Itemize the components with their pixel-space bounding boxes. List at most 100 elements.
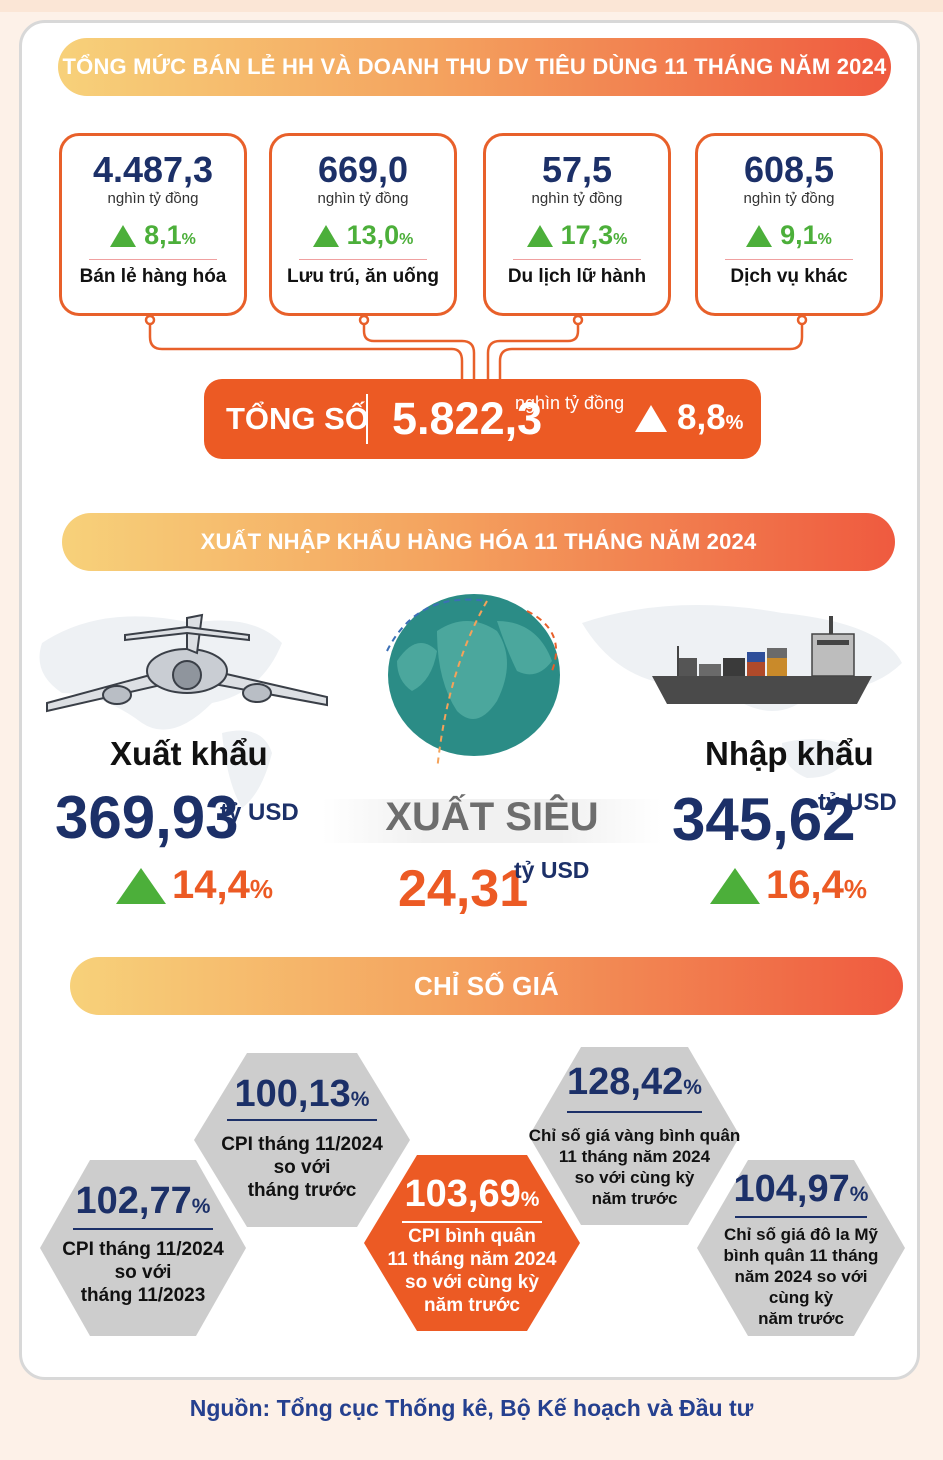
- hex-description: Chỉ số giá đô la Mỹ bình quân 11 tháng n…: [723, 1225, 879, 1328]
- up-arrow-icon: [746, 224, 773, 247]
- hexagon-shape: [697, 1160, 905, 1336]
- change-value: 9,1: [780, 220, 818, 250]
- change-value: 17,3: [560, 220, 614, 250]
- percent-sign: %: [725, 412, 744, 434]
- card-label: Lưu trú, ăn uống: [286, 266, 439, 287]
- surplus-band: [322, 799, 662, 843]
- percent-sign: %: [350, 1088, 370, 1111]
- up-arrow-icon: [312, 224, 339, 247]
- export-change: 14,4%: [116, 863, 273, 908]
- cargo-ship-icon: [652, 616, 872, 704]
- hex-divider: [567, 1111, 702, 1113]
- hex-cpi-average: 103,69% CPI bình quân 11 tháng năm 2024 …: [362, 1153, 582, 1333]
- percent-sign: %: [817, 231, 832, 248]
- card-label: Dịch vụ khác: [730, 266, 848, 287]
- card-value: 608,5: [743, 149, 835, 190]
- up-arrow-icon: [526, 224, 553, 247]
- hex-cpi-mom: 100,13% CPI tháng 11/2024 so với tháng t…: [192, 1051, 412, 1229]
- hexagon-shape: [364, 1155, 580, 1331]
- import-unit: tỷ USD: [818, 789, 897, 816]
- card-unit: nghìn tỷ đồng: [317, 190, 409, 207]
- surplus-label: XUẤT SIÊU: [385, 795, 599, 839]
- hex-value: 102,77%: [38, 1180, 248, 1223]
- divider: [89, 259, 217, 260]
- globe-icon: [386, 594, 560, 766]
- export-value: 369,93: [55, 784, 239, 851]
- divider: [513, 259, 641, 260]
- total-label: TỔNG SỐ: [226, 401, 369, 436]
- infographic-panel: TỔNG MỨC BÁN LẺ HH VÀ DOANH THU DV TIÊU …: [19, 20, 920, 1380]
- cargo-plane-icon: [46, 613, 328, 713]
- export-unit: tỷ USD: [220, 799, 299, 826]
- import-change: 16,4%: [710, 863, 867, 908]
- retail-banner: TỔNG MỨC BÁN LẺ HH VÀ DOANH THU DV TIÊU …: [58, 38, 891, 96]
- card-connectors: [144, 314, 808, 383]
- source-footer: Nguồn: Tổng cục Thống kê, Bộ Kế hoạch và…: [189, 1395, 754, 1421]
- percent-sign: %: [683, 1076, 702, 1099]
- hexagon-shape: [194, 1053, 410, 1227]
- card-label: Du lịch lữ hành: [507, 266, 647, 287]
- percent-sign: %: [520, 1188, 540, 1211]
- retail-card-other-services: 608,5 nghìn tỷ đồng 9,1% Dịch vụ khác: [695, 133, 883, 316]
- hex-usd-index: 104,97% Chỉ số giá đô la Mỹ bình quân 11…: [695, 1158, 907, 1338]
- retail-card-accommodation: 669,0 nghìn tỷ đồng 13,0% Lưu trú, ăn uố…: [269, 133, 457, 316]
- prices-banner: CHỈ SỐ GIÁ: [70, 957, 903, 1015]
- hex-number: 103,69: [404, 1173, 521, 1215]
- up-arrow-icon: [116, 867, 166, 904]
- surplus-value: 24,31: [398, 860, 529, 918]
- hex-divider: [402, 1221, 542, 1223]
- hex-number: 102,77: [75, 1180, 192, 1222]
- export-label: Xuất khẩu: [110, 735, 268, 772]
- hex-description: CPI bình quân 11 tháng năm 2024 so với c…: [387, 1226, 557, 1316]
- surplus-unit: tỷ USD: [514, 857, 590, 883]
- hex-gold-index: 128,42% Chỉ số giá vàng bình quân 11 thá…: [527, 1045, 742, 1227]
- total-change: 8,8%: [635, 398, 743, 438]
- card-change: 8,1%: [62, 220, 244, 251]
- hex-number: 128,42: [567, 1061, 684, 1103]
- retail-total-box: TỔNG SỐ 5.822,3 nghìn tỷ đồng 8,8%: [204, 379, 761, 459]
- hexagon-shape: [529, 1047, 740, 1225]
- card-value: 4.487,3: [92, 149, 214, 190]
- percent-sign: %: [191, 1195, 211, 1218]
- card-unit: nghìn tỷ đồng: [743, 190, 835, 207]
- total-value: 5.822,3: [392, 393, 543, 444]
- retail-card-goods: 4.487,3 nghìn tỷ đồng 8,1% Bán lẻ hàng h…: [59, 133, 247, 316]
- card-change: 13,0%: [272, 220, 454, 251]
- card-label: Bán lẻ hàng hóa: [79, 266, 227, 287]
- hex-value: 103,69%: [362, 1173, 582, 1216]
- total-separator: [366, 394, 368, 444]
- up-arrow-icon: [110, 224, 137, 247]
- import-change-value: 16,4: [766, 863, 844, 907]
- card-change: 9,1%: [698, 220, 880, 251]
- divider: [725, 259, 853, 260]
- hex-divider: [227, 1119, 377, 1121]
- card-value: 57,5: [541, 149, 613, 190]
- up-arrow-icon: [635, 404, 667, 432]
- change-value: 13,0: [346, 220, 400, 250]
- hex-description: Chỉ số giá vàng bình quân 11 tháng năm 2…: [528, 1126, 741, 1208]
- hex-description: CPI tháng 11/2024 so với tháng 11/2023: [62, 1239, 224, 1306]
- percent-sign: %: [249, 874, 273, 904]
- retail-card-tourism: 57,5 nghìn tỷ đồng 17,3% Du lịch lữ hành: [483, 133, 671, 316]
- change-value: 8,1: [144, 220, 182, 250]
- percent-sign: %: [849, 1183, 869, 1206]
- import-label: Nhập khẩu: [705, 735, 874, 772]
- hex-divider: [73, 1228, 213, 1230]
- percent-sign: %: [181, 231, 196, 248]
- card-value: 669,0: [317, 149, 409, 190]
- hex-number: 104,97: [733, 1168, 850, 1210]
- import-value: 345,62: [672, 786, 856, 853]
- card-unit: nghìn tỷ đồng: [107, 190, 199, 207]
- card-unit: nghìn tỷ đồng: [531, 190, 623, 207]
- hex-value: 100,13%: [192, 1073, 412, 1116]
- trade-banner: XUẤT NHẬP KHẨU HÀNG HÓA 11 THÁNG NĂM 202…: [62, 513, 895, 571]
- hex-divider: [735, 1216, 867, 1218]
- hex-value: 128,42%: [527, 1061, 742, 1104]
- hex-description: CPI tháng 11/2024 so với tháng trước: [221, 1134, 383, 1201]
- card-change: 17,3%: [486, 220, 668, 251]
- total-change-value: 8,8: [677, 398, 726, 437]
- hex-value: 104,97%: [695, 1168, 907, 1211]
- percent-sign: %: [843, 874, 867, 904]
- export-change-value: 14,4: [172, 863, 250, 907]
- percent-sign: %: [399, 231, 414, 248]
